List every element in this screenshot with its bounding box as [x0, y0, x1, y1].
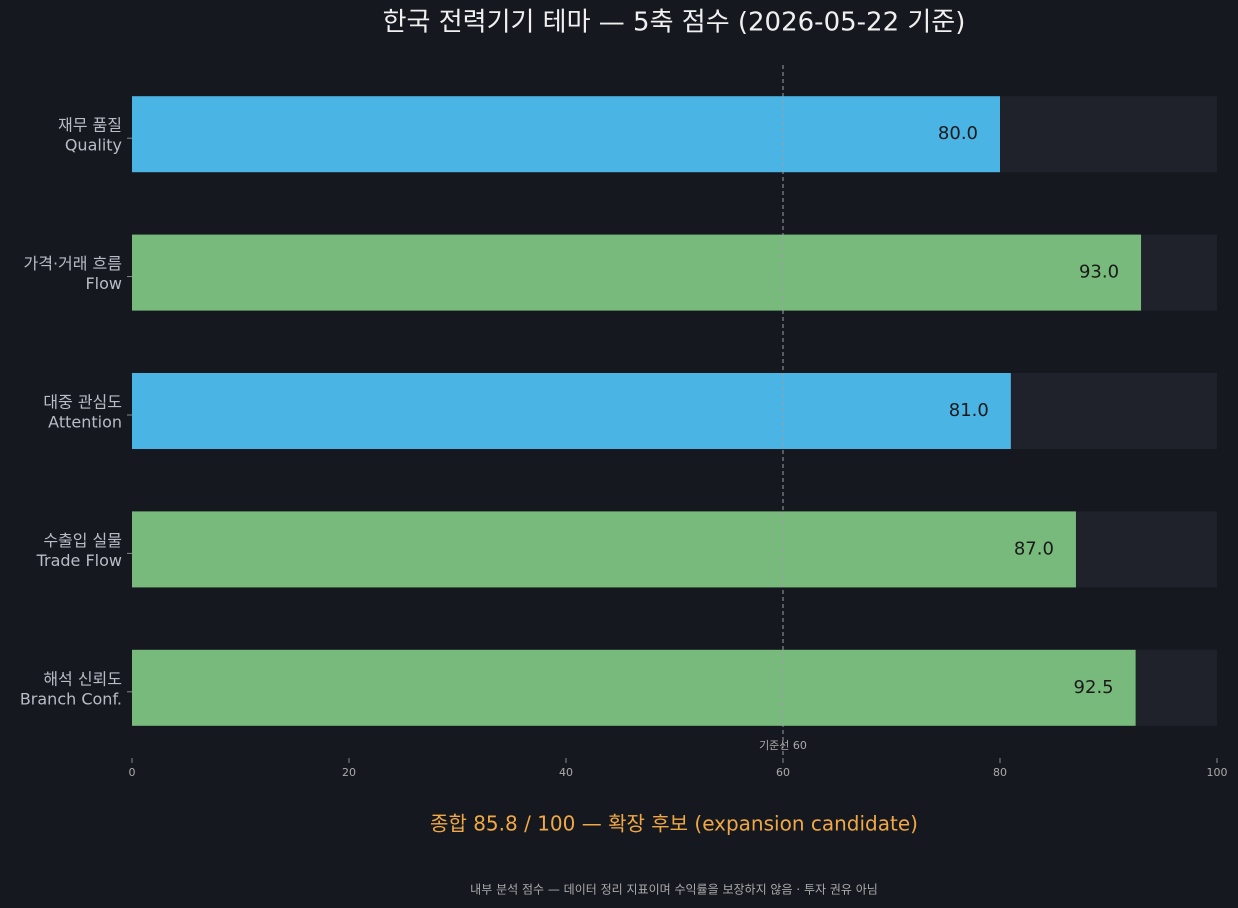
reference-label: 기준선 60 [759, 739, 807, 752]
y-tick-label: 재무 품질 [58, 116, 122, 135]
x-tick-label: 80 [993, 766, 1007, 779]
chart-title: 한국 전력기기 테마 — 5축 점수 (2026-05-22 기준) [383, 8, 966, 38]
bar [132, 234, 1142, 311]
x-tick-label: 60 [776, 766, 790, 779]
value-label: 93.0 [1079, 262, 1119, 283]
y-tick-label: 가격·거래 흐름 [24, 254, 123, 273]
x-tick-label: 20 [342, 766, 356, 779]
bar [132, 649, 1136, 726]
x-tick-label: 40 [559, 766, 573, 779]
bar [132, 373, 1011, 449]
y-tick-label: 해석 신뢰도 [43, 669, 122, 688]
y-tick-label: 대중 관심도 [43, 393, 122, 412]
y-tick-label: Branch Conf. [20, 689, 122, 708]
bar [132, 96, 1000, 173]
footnote: 내부 분석 점수 — 데이터 정리 지표이며 수익률을 보장하지 않음 · 투자… [470, 883, 878, 897]
y-tick-label: Trade Flow [36, 551, 122, 570]
x-tick-label: 0 [129, 766, 136, 779]
annotation: 종합 85.8 / 100 — 확장 후보 (expansion candida… [430, 812, 918, 836]
x-tick-label: 100 [1207, 766, 1228, 779]
bar [132, 511, 1076, 588]
value-label: 87.0 [1014, 538, 1054, 559]
y-tick-label: Quality [65, 136, 122, 155]
y-tick-label: Attention [48, 413, 122, 432]
value-label: 92.5 [1074, 677, 1114, 698]
y-tick-label: Flow [85, 274, 122, 293]
y-tick-label: 수출입 실물 [43, 531, 122, 550]
value-label: 80.0 [938, 123, 978, 144]
value-label: 81.0 [949, 400, 989, 421]
